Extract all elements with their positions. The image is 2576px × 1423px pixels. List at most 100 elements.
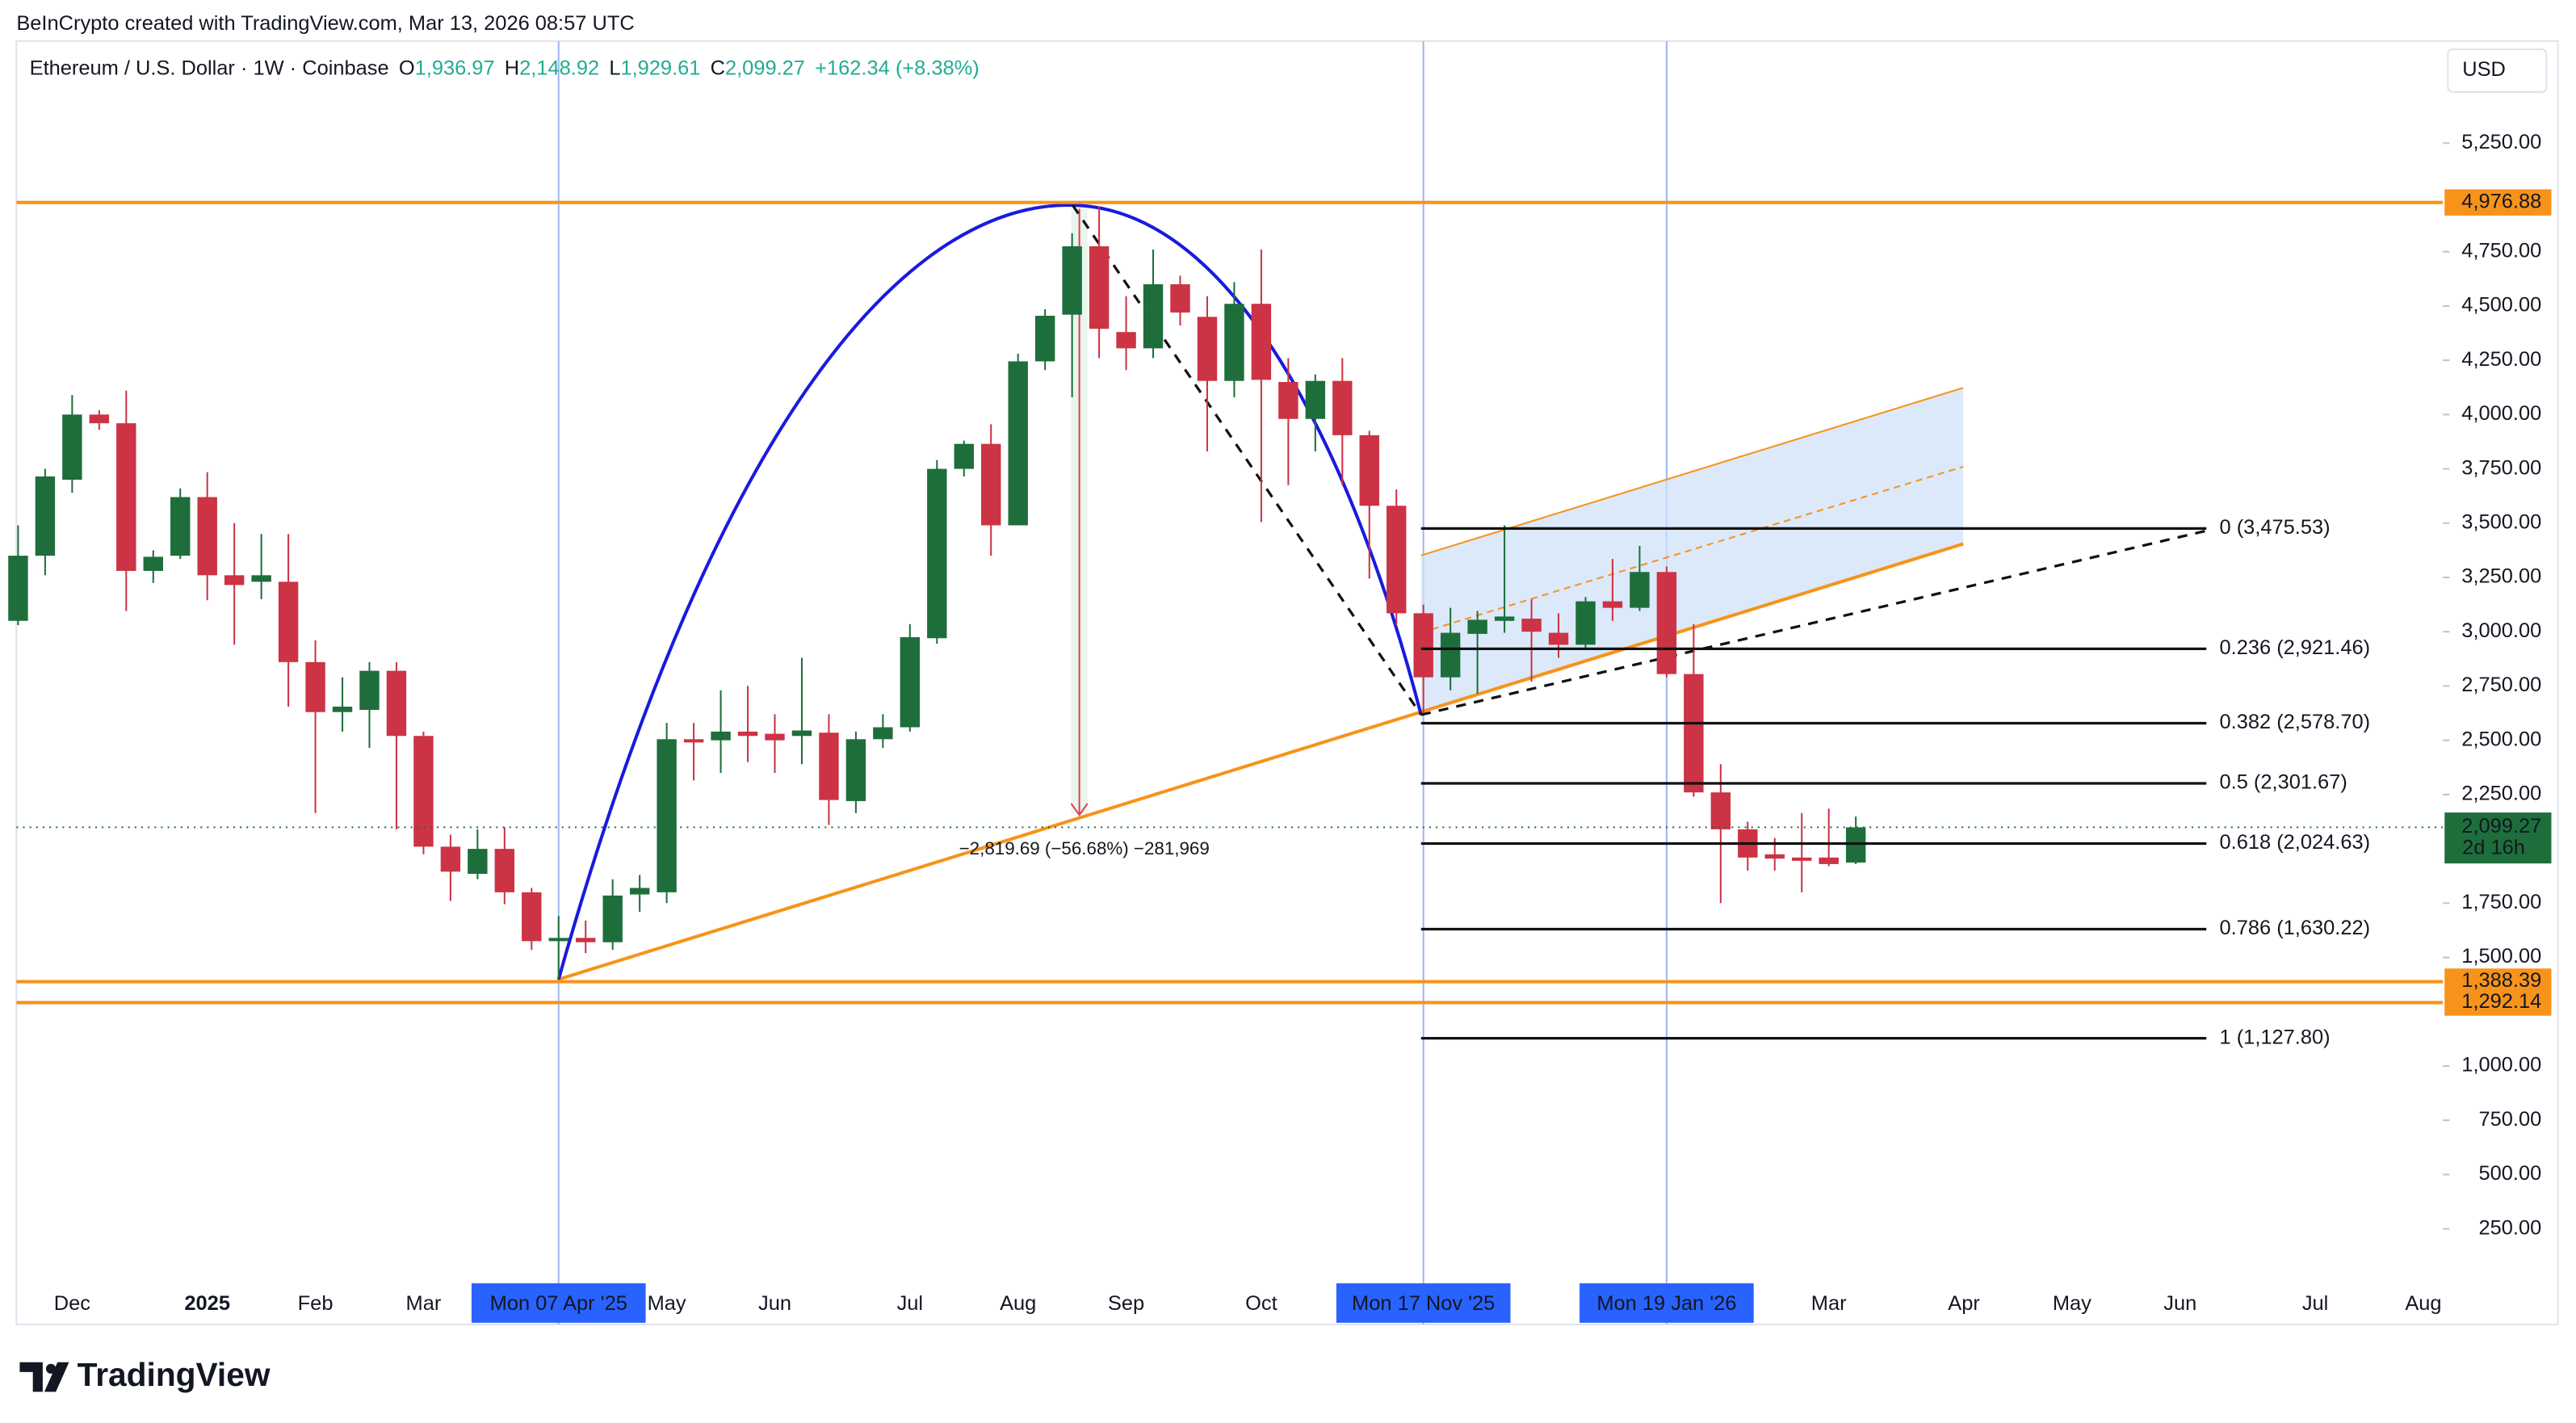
x-tick-label: Feb bbox=[298, 1292, 334, 1315]
date-marker-box bbox=[1580, 1283, 1754, 1323]
candle-body bbox=[89, 414, 110, 424]
candle-body bbox=[1116, 332, 1136, 349]
candle-body bbox=[1305, 380, 1326, 419]
legend-symbol: Ethereum / U.S. Dollar · 1W · Coinbase bbox=[30, 57, 389, 79]
last-price-tag bbox=[2444, 812, 2552, 864]
candle-body bbox=[1845, 827, 1866, 863]
x-tick-label: Oct bbox=[1245, 1292, 1278, 1315]
last-price-label: 2,099.27 bbox=[2461, 815, 2541, 837]
candle-body bbox=[1575, 601, 1596, 645]
candle-body bbox=[440, 846, 461, 872]
candle-body bbox=[1251, 304, 1272, 380]
candle-body bbox=[305, 661, 325, 712]
candle-body bbox=[1548, 632, 1569, 645]
measure-arrow-head bbox=[1070, 803, 1089, 816]
candle-body bbox=[1440, 632, 1461, 678]
channel-mid bbox=[1420, 465, 1964, 634]
countdown: 2d 16h bbox=[2462, 837, 2525, 859]
candle-body bbox=[1602, 601, 1623, 608]
y-tick-label: 750.00 bbox=[2479, 1108, 2542, 1131]
legend-value: 2,099.27 bbox=[725, 57, 805, 79]
legend-key: H bbox=[505, 57, 519, 79]
price-tag bbox=[2444, 989, 2552, 1016]
x-tick-label: 2025 bbox=[184, 1292, 230, 1315]
legend-change: +162.34 (+8.38%) bbox=[815, 57, 980, 79]
date-marker-box bbox=[471, 1283, 646, 1323]
candle-body bbox=[576, 938, 596, 942]
candle-body bbox=[873, 727, 893, 740]
candle-body bbox=[1656, 572, 1677, 674]
x-tick-label: May bbox=[648, 1292, 686, 1315]
candle-body bbox=[900, 636, 921, 728]
candle-body bbox=[602, 895, 623, 942]
y-tick-label: 1,750.00 bbox=[2461, 891, 2541, 913]
y-tick-label: 3,750.00 bbox=[2461, 456, 2541, 479]
brand: TradingView bbox=[78, 1356, 271, 1393]
candle-body bbox=[737, 731, 758, 737]
candle-body bbox=[1467, 619, 1487, 634]
candle-body bbox=[1170, 284, 1190, 313]
currency[interactable]: USD bbox=[2462, 58, 2506, 81]
x-tick-label: May bbox=[2053, 1292, 2091, 1315]
candle-body bbox=[1197, 317, 1218, 381]
y-tick-label: 4,250.00 bbox=[2461, 348, 2541, 371]
x-tick-label: Dec bbox=[54, 1292, 90, 1315]
y-tick-label: 4,000.00 bbox=[2461, 402, 2541, 425]
candle-body bbox=[1413, 613, 1433, 678]
candle-body bbox=[8, 556, 28, 621]
y-tick-label: 3,250.00 bbox=[2461, 565, 2541, 588]
channel-fill bbox=[1420, 388, 1964, 712]
candle-body bbox=[1089, 246, 1110, 330]
brand-logo: TradingView bbox=[19, 1356, 271, 1393]
y-tick-label: 4,750.00 bbox=[2461, 239, 2541, 262]
x-tick-label: Mon 07 Apr '25 bbox=[490, 1292, 627, 1315]
currency-button[interactable] bbox=[2447, 48, 2548, 93]
candle-body bbox=[1359, 434, 1379, 506]
price-tag-label: 1,388.39 bbox=[2461, 969, 2541, 992]
fib-label: 0.786 (1,630.22) bbox=[2220, 917, 2371, 939]
candle-body bbox=[1819, 857, 1839, 864]
candle-body bbox=[1224, 304, 1244, 381]
candle-body bbox=[224, 575, 245, 586]
y-tick-label: 2,500.00 bbox=[2461, 728, 2541, 750]
y-tick-label: 5,250.00 bbox=[2461, 131, 2541, 153]
candle-body bbox=[494, 849, 515, 892]
date-marker-box bbox=[1336, 1283, 1511, 1323]
candle-body bbox=[1494, 616, 1515, 621]
legend-value: 1,929.61 bbox=[620, 57, 700, 79]
candle-body bbox=[35, 476, 56, 556]
x-tick-label: Jun bbox=[758, 1292, 791, 1315]
logo-mark bbox=[44, 1362, 69, 1392]
candle-body bbox=[413, 736, 434, 847]
candle-body bbox=[251, 575, 271, 582]
candle-body bbox=[629, 888, 650, 895]
y-tick-label: 2,750.00 bbox=[2461, 674, 2541, 696]
x-tick-label: Aug bbox=[1000, 1292, 1036, 1315]
fib-label: 0.236 (2,921.46) bbox=[2220, 636, 2371, 659]
x-tick-label: Mar bbox=[406, 1292, 442, 1315]
candles bbox=[8, 206, 1866, 982]
candle-body bbox=[386, 670, 407, 737]
x-tick-label: Apr bbox=[1948, 1292, 1980, 1315]
drawings bbox=[556, 204, 2207, 981]
candle-body bbox=[791, 730, 812, 737]
x-tick-label: Jun bbox=[2163, 1292, 2196, 1315]
legend-key: O bbox=[399, 57, 415, 79]
candle-body bbox=[1710, 792, 1731, 829]
y-tick-label: 4,500.00 bbox=[2461, 294, 2541, 317]
candle-body bbox=[62, 414, 82, 480]
price-tag-label: 1,292.14 bbox=[2461, 990, 2541, 1013]
candle-body bbox=[819, 732, 839, 800]
logo-mark bbox=[45, 1363, 57, 1374]
candle-body bbox=[1387, 506, 1407, 614]
x-tick-label: Jul bbox=[2302, 1292, 2328, 1315]
candle-body bbox=[1764, 854, 1785, 859]
candle-body bbox=[1521, 619, 1542, 632]
y-tick-label: 500.00 bbox=[2479, 1162, 2542, 1185]
fib-label: 0.618 (2,024.63) bbox=[2220, 831, 2371, 854]
candle-body bbox=[170, 497, 191, 556]
y-tick-label: 2,250.00 bbox=[2461, 783, 2541, 805]
candle-body bbox=[522, 892, 542, 942]
candle-body bbox=[116, 423, 136, 571]
